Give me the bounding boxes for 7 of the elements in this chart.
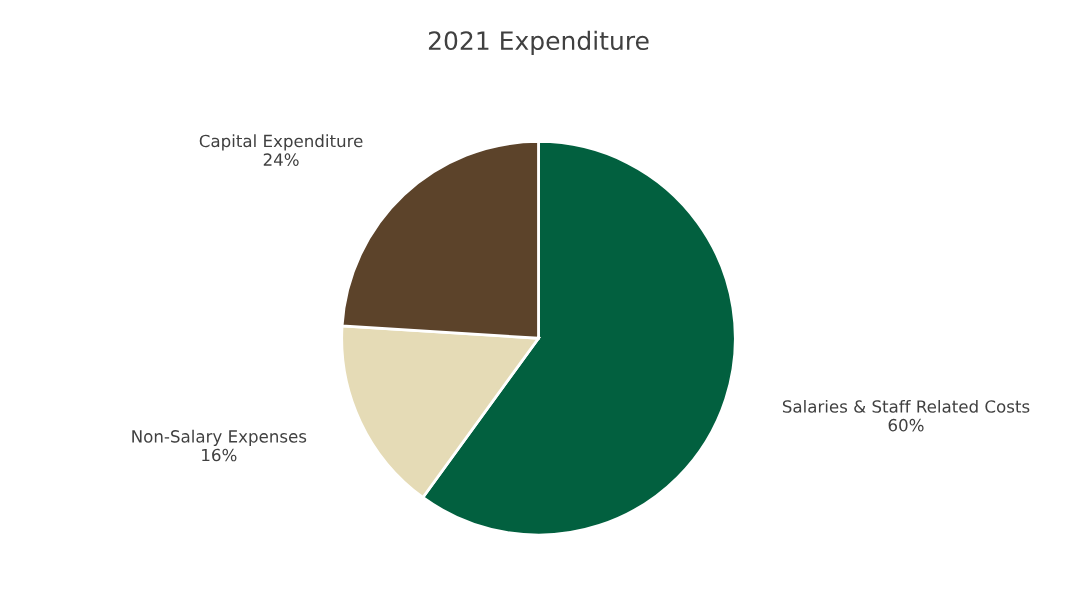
data-label: 16% bbox=[202, 448, 237, 462]
slice-label: Non-Salary Expenses bbox=[132, 429, 307, 446]
chart-title: 2021 Expenditure bbox=[428, 30, 649, 55]
data-label: 24% bbox=[263, 153, 299, 166]
slice-label: Capital Expenditure bbox=[199, 134, 363, 151]
slice-label: Salaries & Staff Related Costs bbox=[782, 399, 1030, 413]
data-label: 60% bbox=[888, 418, 924, 432]
